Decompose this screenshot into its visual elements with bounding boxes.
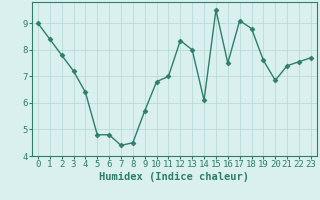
X-axis label: Humidex (Indice chaleur): Humidex (Indice chaleur) <box>100 172 249 182</box>
